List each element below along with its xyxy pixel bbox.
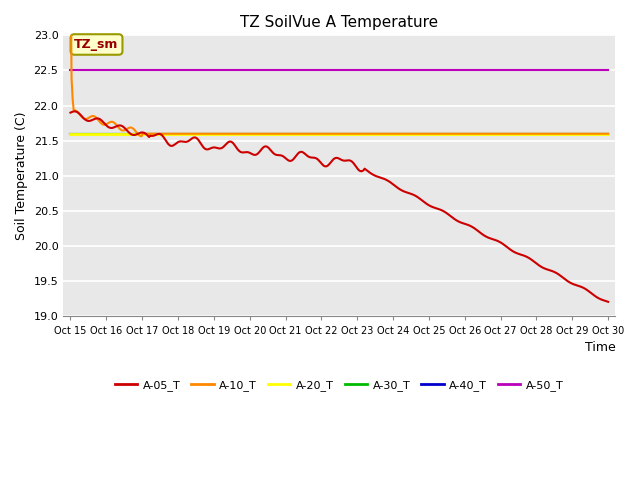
Title: TZ SoilVue A Temperature: TZ SoilVue A Temperature xyxy=(240,15,438,30)
Text: TZ_sm: TZ_sm xyxy=(74,38,118,51)
X-axis label: Time: Time xyxy=(584,341,615,354)
Legend: A-05_T, A-10_T, A-20_T, A-30_T, A-40_T, A-50_T: A-05_T, A-10_T, A-20_T, A-30_T, A-40_T, … xyxy=(110,375,568,395)
Y-axis label: Soil Temperature (C): Soil Temperature (C) xyxy=(15,112,28,240)
